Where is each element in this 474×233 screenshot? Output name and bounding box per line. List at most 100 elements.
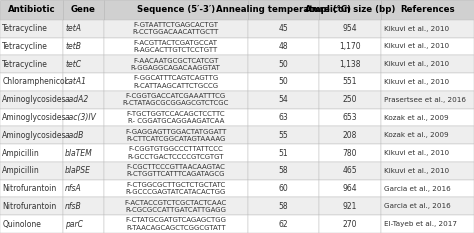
Text: tetC: tetC [65,60,81,69]
Text: 465: 465 [343,166,357,175]
Bar [63,144,103,162]
Text: F-ACTACCGTCTCGCTACTCAAC
R-CGCGCCATTGATCATTGAGG: F-ACTACCGTCTCGCTACTCAAC R-CGCGCCATTGATCA… [125,200,227,213]
Text: Antibiotic: Antibiotic [8,5,55,14]
Text: Aminoglycosides: Aminoglycosides [2,113,67,122]
Bar [63,180,103,197]
Bar [63,0,103,20]
Text: References: References [401,5,455,14]
Bar [248,73,319,91]
Text: F-CTGGCGCTTGCTCTGCTATC
R-GCCCGAGTATCATACACTGG: F-CTGGCGCTTGCTCTGCTATC R-GCCCGAGTATCATAC… [126,182,226,195]
Text: 250: 250 [343,95,357,104]
Bar [248,38,319,55]
Text: Tetracycline: Tetracycline [2,42,48,51]
Text: blaPSE: blaPSE [65,166,91,175]
Text: Nitrofurantoin: Nitrofurantoin [2,184,56,193]
Text: Aminoglycosides: Aminoglycosides [2,95,67,104]
Text: 48: 48 [279,42,288,51]
Bar [382,109,474,126]
Text: Kozak et al., 2009: Kozak et al., 2009 [384,114,448,120]
Bar [248,55,319,73]
Bar [103,0,248,20]
Bar [0,144,63,162]
Bar [248,215,319,233]
Bar [63,126,103,144]
Bar [63,38,103,55]
Bar [103,91,248,109]
Text: Garcia et al., 2016: Garcia et al., 2016 [384,185,450,192]
Text: 60: 60 [278,184,288,193]
Bar [63,197,103,215]
Text: parC: parC [65,220,83,229]
Bar [0,38,63,55]
Text: nfsB: nfsB [65,202,82,211]
Bar [319,197,382,215]
Bar [319,126,382,144]
Bar [382,20,474,38]
Bar [382,91,474,109]
Bar [319,38,382,55]
Bar [248,91,319,109]
Text: 1,170: 1,170 [339,42,361,51]
Bar [103,73,248,91]
Text: aac(3)IV: aac(3)IV [65,113,97,122]
Text: F-GGCATTTCAGTCAGTTG
R-CATTAAGCATTCTGCCG: F-GGCATTTCAGTCAGTTG R-CATTAAGCATTCTGCCG [133,75,219,89]
Bar [248,180,319,197]
Bar [382,144,474,162]
Bar [382,215,474,233]
Bar [103,180,248,197]
Bar [103,55,248,73]
Text: Amplicon size (bp): Amplicon size (bp) [305,5,395,14]
Bar [0,180,63,197]
Text: F-CTATGCGATGTCAGAGCTGG
R-TAACAGCAGCTCGGCGTATT: F-CTATGCGATGTCAGAGCTGG R-TAACAGCAGCTCGGC… [125,217,226,231]
Text: Quinolone: Quinolone [2,220,41,229]
Text: Kozak et al., 2009: Kozak et al., 2009 [384,132,448,138]
Text: 55: 55 [278,131,288,140]
Text: 58: 58 [279,166,288,175]
Bar [0,109,63,126]
Text: F-CGGTGTGGCCCTTATTCCC
R-GCCTGACTCCCCGTCGTGT: F-CGGTGTGGCCCTTATTCCC R-GCCTGACTCCCCGTCG… [128,146,224,160]
Bar [63,109,103,126]
Text: blaTEM: blaTEM [65,149,93,158]
Bar [382,126,474,144]
Bar [0,197,63,215]
Text: Kikuvi et al., 2010: Kikuvi et al., 2010 [384,61,449,67]
Bar [319,180,382,197]
Text: aadA2: aadA2 [65,95,89,104]
Bar [0,215,63,233]
Text: Annealing temperature (°C): Annealing temperature (°C) [216,5,351,14]
Bar [103,20,248,38]
Bar [319,0,382,20]
Text: 1,138: 1,138 [339,60,361,69]
Bar [382,55,474,73]
Text: 50: 50 [278,78,288,86]
Bar [63,162,103,180]
Bar [248,126,319,144]
Text: 551: 551 [343,78,357,86]
Bar [248,144,319,162]
Bar [319,20,382,38]
Bar [319,162,382,180]
Text: F-ACGTTACTCGATGCCAT
R-AGCACTTGTCTCCTGTT: F-ACGTTACTCGATGCCAT R-AGCACTTGTCTCCTGTT [134,40,218,53]
Bar [0,20,63,38]
Bar [0,126,63,144]
Text: F-CGCTTCCCGTTAACAAGTAC
R-CTGGTTCATTTCAGATAGCG: F-CGCTTCCCGTTAACAAGTAC R-CTGGTTCATTTCAGA… [126,164,225,178]
Text: Aminoglycosides: Aminoglycosides [2,131,67,140]
Text: 54: 54 [278,95,288,104]
Text: Kikuvi et al., 2010: Kikuvi et al., 2010 [384,168,449,174]
Text: F-GAGGAGTTGGACTATGGATT
R-CTTCATCGGCATAGTAAAAG: F-GAGGAGTTGGACTATGGATT R-CTTCATCGGCATAGT… [125,129,227,142]
Bar [63,55,103,73]
Text: Ampicillin: Ampicillin [2,149,40,158]
Bar [382,0,474,20]
Bar [63,91,103,109]
Bar [63,73,103,91]
Text: 653: 653 [343,113,357,122]
Bar [248,162,319,180]
Bar [103,126,248,144]
Text: F-TGCTGGTCCACAGCTCCTTC
R- CGGATGCAGGAAGATCAA: F-TGCTGGTCCACAGCTCCTTC R- CGGATGCAGGAAGA… [127,111,225,124]
Text: Kikuvi et al., 2010: Kikuvi et al., 2010 [384,26,449,32]
Text: Nitrofurantoin: Nitrofurantoin [2,202,56,211]
Text: tetA: tetA [65,24,81,33]
Text: tetB: tetB [65,42,81,51]
Text: F-GTAATTCTGAGCACTGT
R-CCTGGACAACATTGCTT: F-GTAATTCTGAGCACTGT R-CCTGGACAACATTGCTT [133,22,219,35]
Text: 63: 63 [278,113,288,122]
